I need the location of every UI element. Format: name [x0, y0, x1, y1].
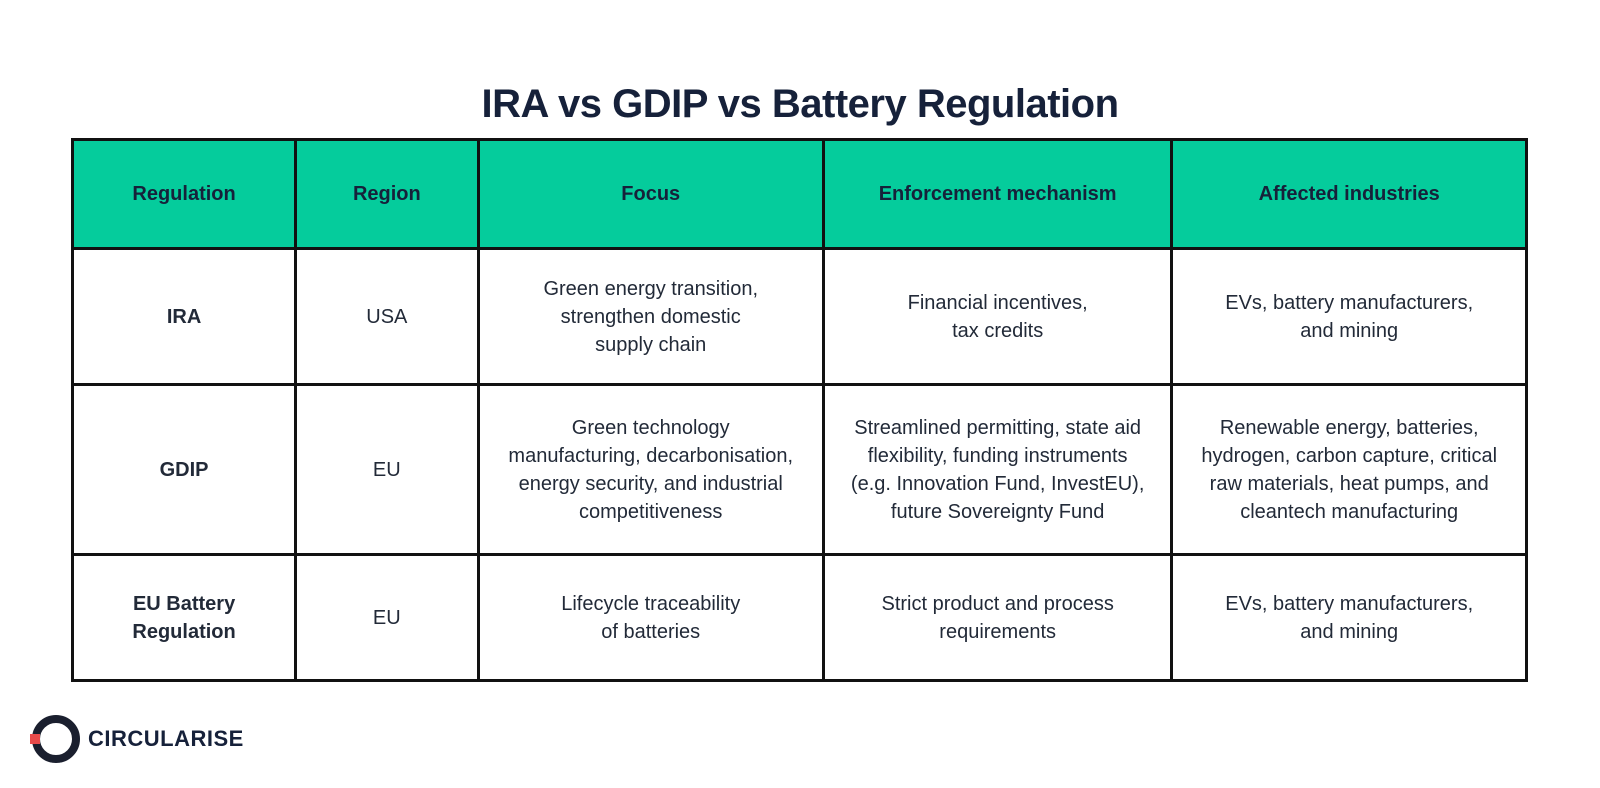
- table-header-row: Regulation Region Focus Enforcement mech…: [70, 138, 1528, 250]
- page-title: IRA vs GDIP vs Battery Regulation: [481, 81, 1119, 126]
- enforcement-cell: Financial incentives, tax credits: [821, 247, 1174, 386]
- industries-cell: EVs, battery manufacturers, and mining: [1170, 553, 1528, 682]
- brand-name: CIRCULARISE: [88, 726, 244, 751]
- table-row: EU Battery Regulation EU Lifecycle trace…: [70, 553, 1528, 682]
- comparison-table: Regulation Region Focus Enforcement mech…: [70, 138, 1528, 682]
- header-affected-industries: Affected industries: [1170, 138, 1528, 250]
- header-enforcement: Enforcement mechanism: [821, 138, 1174, 250]
- regulation-cell: EU Battery Regulation: [70, 553, 298, 682]
- industries-cell: EVs, battery manufacturers, and mining: [1170, 247, 1528, 386]
- table-row: GDIP EU Green technology manufacturing, …: [70, 383, 1528, 556]
- circularise-logo: CIRCULARISE: [30, 713, 244, 765]
- regulation-cell: GDIP: [70, 383, 298, 556]
- table-row: IRA USA Green energy transition, strengt…: [70, 247, 1528, 386]
- industries-cell: Renewable energy, batteries, hydrogen, c…: [1170, 383, 1528, 556]
- header-region: Region: [294, 138, 480, 250]
- region-cell: USA: [294, 247, 480, 386]
- focus-cell: Green energy transition, strengthen dome…: [476, 247, 825, 386]
- header-regulation: Regulation: [70, 138, 298, 250]
- circularise-ring-logo-icon: [30, 715, 80, 763]
- enforcement-cell: Strict product and process requirements: [821, 553, 1174, 682]
- region-cell: EU: [294, 383, 480, 556]
- enforcement-cell: Streamlined permitting, state aid flexib…: [821, 383, 1174, 556]
- header-focus: Focus: [476, 138, 825, 250]
- focus-cell: Green technology manufacturing, decarbon…: [476, 383, 825, 556]
- region-cell: EU: [294, 553, 480, 682]
- regulation-cell: IRA: [70, 247, 298, 386]
- focus-cell: Lifecycle traceability of batteries: [476, 553, 825, 682]
